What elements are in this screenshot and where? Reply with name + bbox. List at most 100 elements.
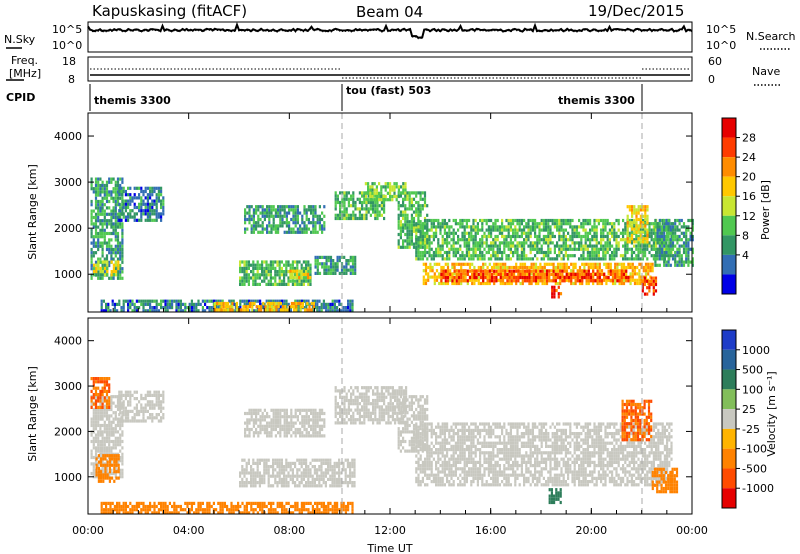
heatmap-cell [402,245,405,249]
heatmap-cell [484,281,487,286]
heatmap-cell [656,238,659,242]
heatmap-cell [652,228,655,232]
heatmap-cell [529,231,532,235]
heatmap-cell [318,214,321,218]
heatmap-cell [687,225,690,229]
heatmap-cell [578,257,581,261]
heatmap-cell [518,254,521,258]
heatmap-cell [90,417,93,421]
heatmap-cell [112,439,115,444]
heatmap-cell [283,427,286,432]
heatmap-cell [609,265,612,270]
heatmap-cell [97,396,100,400]
heatmap-cell [464,279,467,283]
heatmap-cell [481,241,484,245]
heatmap-cell [676,234,679,239]
heatmap-cell [195,309,198,313]
heatmap-cell [438,281,441,286]
heatmap-cell [652,222,655,226]
heatmap-cell [135,413,138,417]
heatmap-cell [537,281,540,286]
heatmap-cell [633,225,636,229]
heatmap-cell [529,234,532,239]
heatmap-cell [250,427,253,432]
heatmap-cell [101,430,104,434]
heatmap-cell [685,225,688,229]
heatmap-cell [611,269,615,273]
heatmap-cell [140,202,143,206]
heatmap-cell [118,215,121,219]
heatmap-cell [107,302,110,306]
heatmap-cell [111,476,114,480]
heatmap-cell [105,196,109,200]
heatmap-cell [644,208,647,212]
heatmap-cell [105,219,109,223]
heatmap-cell [472,241,475,245]
power-region [551,285,563,299]
heatmap-cell [529,228,532,232]
heatmap-cell [339,204,342,208]
heatmap-cell [410,226,413,230]
heatmap-cell [94,180,98,184]
heatmap-cell [307,415,310,419]
heatmap-cell [138,193,141,197]
heatmap-cell [611,222,614,226]
heatmap-cell [595,247,598,251]
heatmap-cell [449,272,452,276]
heatmap-cell [515,262,518,266]
heatmap-cell [265,260,268,264]
heatmap-cell [371,198,374,202]
heatmap-cell [505,238,508,242]
heatmap-cell [287,282,290,286]
heatmap-cell [393,191,396,195]
heatmap-cell [503,234,506,239]
heatmap-cell [168,302,171,306]
heatmap-cell [593,234,596,239]
heatmap-cell [97,399,100,403]
heatmap-cell [639,250,642,255]
heatmap-cell [492,244,495,248]
heatmap-cell [435,269,439,273]
heatmap-cell [448,257,451,261]
heatmap-cell [108,417,111,421]
heatmap-cell [140,409,143,413]
heatmap-cell [312,424,315,428]
heatmap-cell [519,265,522,270]
heatmap-cell [352,197,355,201]
heatmap-cell [494,225,497,229]
heatmap-cell [103,219,106,223]
heatmap-cell [422,262,425,266]
heatmap-cell [488,262,491,266]
heatmap-cell [667,260,670,264]
heatmap-cell [131,416,134,420]
heatmap-cell [261,415,264,419]
heatmap-cell [101,263,104,268]
heatmap-cell [369,207,372,211]
heatmap-cell [101,219,104,223]
heatmap-cell [454,250,457,255]
heatmap-cell [333,306,336,310]
heatmap-cell [101,225,104,229]
heatmap-cell [356,197,359,201]
heatmap-cell [630,231,633,235]
heatmap-cell [247,279,250,283]
heatmap-cell [685,257,688,261]
heatmap-cell [479,272,483,276]
heatmap-cell [536,257,539,261]
heatmap-cell [643,292,647,296]
heatmap-cell [412,216,416,221]
heatmap-cell [676,238,679,242]
power-y-axis-label: Slant Range [km] [26,164,39,260]
heatmap-cell [551,231,554,235]
heatmap-cell [580,222,583,226]
heatmap-cell [667,231,670,235]
heatmap-cell [255,205,258,209]
heatmap-cell [580,247,583,251]
heatmap-cell [618,269,621,273]
heatmap-cell [655,228,658,232]
heatmap-cell [261,221,264,225]
heatmap-cell [492,225,495,229]
heatmap-cell [678,244,681,248]
heatmap-cell [303,427,306,432]
heatmap-cell [667,247,670,251]
